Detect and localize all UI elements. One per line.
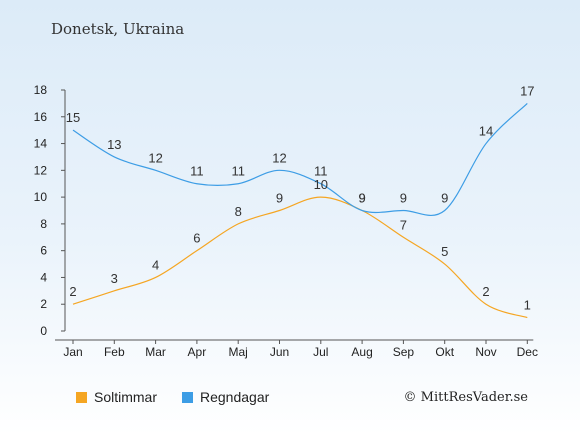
legend-label-soltimmar: Soltimmar <box>94 389 158 405</box>
y-tick-label: 10 <box>34 190 48 204</box>
data-label-regndagar: 12 <box>148 150 162 165</box>
y-tick-label: 12 <box>34 163 48 177</box>
data-label-regndagar: 12 <box>272 150 286 165</box>
legend-item-regndagar: Regndagar <box>182 389 269 405</box>
x-tick-label: Apr <box>188 345 207 359</box>
data-label-soltimmar: 6 <box>193 231 200 246</box>
regndagar-swatch <box>182 391 193 403</box>
y-tick-label: 2 <box>40 297 47 311</box>
y-tick-label: 0 <box>40 324 47 338</box>
x-tick-label: Jul <box>313 345 328 359</box>
soltimmar-swatch <box>76 391 87 403</box>
data-label-soltimmar: 4 <box>152 257 159 272</box>
data-label-soltimmar: 2 <box>69 284 76 299</box>
data-label-regndagar: 9 <box>400 191 407 206</box>
data-label-soltimmar: 9 <box>358 191 365 206</box>
y-tick-label: 4 <box>40 270 47 284</box>
data-label-regndagar: 15 <box>66 110 80 125</box>
x-tick-label: Mar <box>145 345 166 359</box>
x-tick-label: Jan <box>63 345 82 359</box>
data-label-soltimmar: 10 <box>314 177 328 192</box>
series-lines <box>72 102 528 319</box>
y-tick-label: 8 <box>40 217 47 231</box>
x-tick-label: Maj <box>229 345 248 359</box>
series-line-regndagar <box>72 102 528 217</box>
y-tick-label: 18 <box>34 83 48 97</box>
data-label-soltimmar: 1 <box>524 298 531 313</box>
x-tick-label: Aug <box>351 345 372 359</box>
data-label-regndagar: 13 <box>107 137 121 152</box>
legend-label-regndagar: Regndagar <box>200 389 270 405</box>
x-tick-label: Dec <box>517 345 538 359</box>
data-label-soltimmar: 7 <box>400 217 407 232</box>
chart-title: Donetsk, Ukraina <box>51 20 185 38</box>
data-label-regndagar: 11 <box>314 164 328 179</box>
data-label-regndagar: 9 <box>358 191 365 206</box>
x-tick-label: Jun <box>270 345 289 359</box>
data-label-soltimmar: 9 <box>276 191 283 206</box>
y-tick-label: 14 <box>34 137 48 151</box>
data-label-regndagar: 9 <box>441 191 448 206</box>
y-tick-label: 6 <box>40 244 47 258</box>
y-tick-label: 16 <box>34 110 48 124</box>
credit-link[interactable]: © MittResVader.se <box>403 390 528 405</box>
data-label-regndagar: 11 <box>231 164 245 179</box>
data-label-regndagar: 17 <box>520 83 534 98</box>
data-label-regndagar: 11 <box>190 164 204 179</box>
legend-item-soltimmar: Soltimmar <box>76 389 157 405</box>
data-label-regndagar: 14 <box>479 124 493 139</box>
x-tick-label: Okt <box>435 345 454 359</box>
data-label-soltimmar: 5 <box>441 244 448 259</box>
data-label-soltimmar: 8 <box>235 204 242 219</box>
x-tick-label: Sep <box>393 345 415 359</box>
x-tick-label: Feb <box>104 345 125 359</box>
series-line-soltimmar <box>72 196 528 319</box>
x-tick-label: Nov <box>475 345 496 359</box>
data-label-soltimmar: 2 <box>482 284 489 299</box>
data-label-soltimmar: 3 <box>111 271 118 286</box>
